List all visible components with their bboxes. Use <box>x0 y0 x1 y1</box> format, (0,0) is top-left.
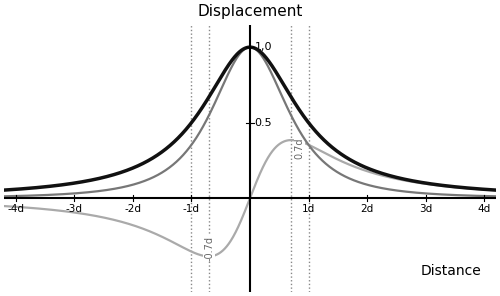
Text: -2d: -2d <box>124 204 142 214</box>
Text: -0.7d: -0.7d <box>204 236 214 260</box>
Text: 2d: 2d <box>360 204 374 214</box>
Text: 1d: 1d <box>302 204 315 214</box>
Text: 0.5: 0.5 <box>254 118 272 128</box>
Text: -1d: -1d <box>183 204 200 214</box>
Text: 4d: 4d <box>478 204 491 214</box>
Text: -4d: -4d <box>8 204 24 214</box>
Text: -3d: -3d <box>66 204 83 214</box>
Text: Distance: Distance <box>420 264 481 279</box>
Title: Displacement: Displacement <box>198 4 302 19</box>
Text: 0.7d: 0.7d <box>295 138 305 159</box>
Text: 1,0: 1,0 <box>254 42 272 52</box>
Text: 3d: 3d <box>419 204 432 214</box>
